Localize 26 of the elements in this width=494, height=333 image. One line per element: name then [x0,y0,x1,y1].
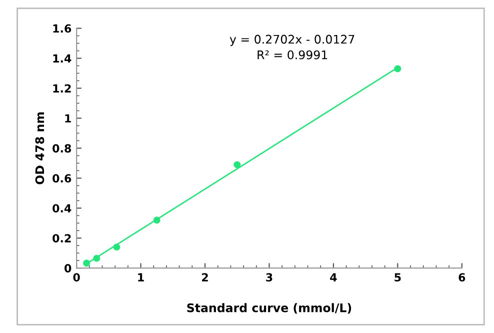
y-tick-label: 0.6 [52,174,72,183]
x-tick-label: 5 [394,273,401,282]
y-tick-label: 1.4 [53,54,72,62]
y-tick-label: 1 [65,114,71,122]
annotation: R² = 0.9991 [258,50,328,60]
point [83,260,90,267]
x-tick-label: 2 [202,273,208,282]
annotation: y = 0.2702x - 0.0127 [230,34,354,46]
x-tick-label: 0 [73,273,80,282]
y-tick-label: 1.6 [53,24,72,33]
y-tick-label: 0.8 [52,144,72,153]
x-tick-label: 1 [138,273,144,282]
point [153,216,160,224]
point [234,161,241,168]
y-axis-title: OD 478 nm [35,112,44,184]
y-tick-label: 0.4 [52,204,72,213]
x-tick-label: 3 [266,273,272,282]
point [93,254,100,262]
y-tick-label: 1.2 [53,84,71,92]
point [113,244,120,251]
point [394,65,402,72]
y-tick-label: 0 [64,264,72,272]
x-tick-label: 6 [458,273,466,282]
x-tick-label: 4 [330,273,337,282]
x-axis-title: Standard curve (mmol/L) [187,303,352,314]
y-tick-label: 0.2 [52,234,71,242]
